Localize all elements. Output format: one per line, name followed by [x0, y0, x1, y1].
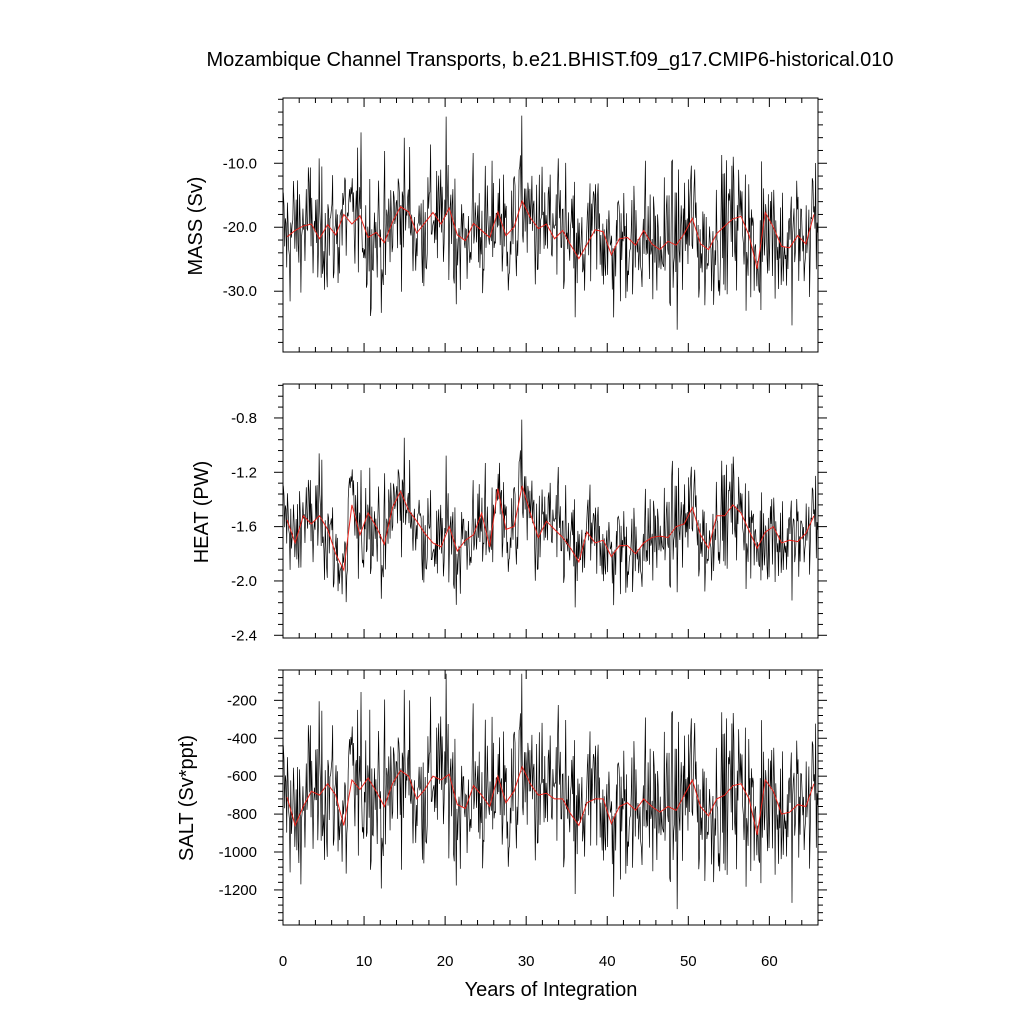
mass-panel: -10.0 -20.0 -30.0	[223, 97, 827, 353]
y-tick-label: -20.0	[223, 219, 257, 236]
y-tick-label: -400	[227, 730, 257, 747]
plot-frame	[282, 383, 819, 639]
chart-title: Mozambique Channel Transports, b.e21.BHI…	[206, 49, 893, 71]
x-tick-label: 50	[680, 953, 697, 970]
mass-axis-label: MASS (Sv)	[185, 177, 207, 276]
monthly-series-line	[282, 419, 819, 608]
x-tick-label: 10	[356, 953, 373, 970]
annual-mean-line	[286, 765, 815, 836]
x-axis: 0 10 20 30 40 50 60	[279, 953, 778, 970]
y-tick-label: -10.0	[223, 155, 257, 172]
y-tick-label: -1200	[219, 882, 257, 899]
y-tick-label: -800	[227, 806, 257, 823]
y-tick-label: -1.2	[231, 464, 257, 481]
x-tick-label: 30	[518, 953, 535, 970]
y-tick-label: -2.4	[231, 627, 257, 644]
heat-axis-label: HEAT (PW)	[191, 461, 213, 564]
heat-panel: -0.8 -1.2 -1.6 -2.0 -2.4	[231, 383, 827, 644]
y-tick-label: -600	[227, 768, 257, 785]
annual-mean-line	[286, 199, 815, 269]
monthly-series-line	[282, 115, 819, 330]
y-tick-label: -30.0	[223, 283, 257, 300]
y-tick-label: -2.0	[231, 573, 257, 590]
y-tick-label: -1.6	[231, 519, 257, 536]
salt-panel: -200 -400 -600 -800 -1000 -1200	[219, 669, 827, 926]
x-tick-label: 20	[437, 953, 454, 970]
salt-axis-label: SALT (Sv*ppt)	[176, 735, 198, 861]
annual-mean-line	[286, 485, 815, 572]
x-tick-label: 60	[761, 953, 778, 970]
x-axis-label: Years of Integration	[465, 979, 638, 1001]
plot-frame	[282, 669, 819, 926]
x-tick-label: 0	[279, 953, 287, 970]
y-tick-label: -200	[227, 692, 257, 709]
y-tick-label: -0.8	[231, 410, 257, 427]
y-tick-label: -1000	[219, 844, 257, 861]
monthly-series-line	[282, 673, 819, 910]
plot-frame	[282, 97, 819, 353]
x-tick-label: 40	[599, 953, 616, 970]
